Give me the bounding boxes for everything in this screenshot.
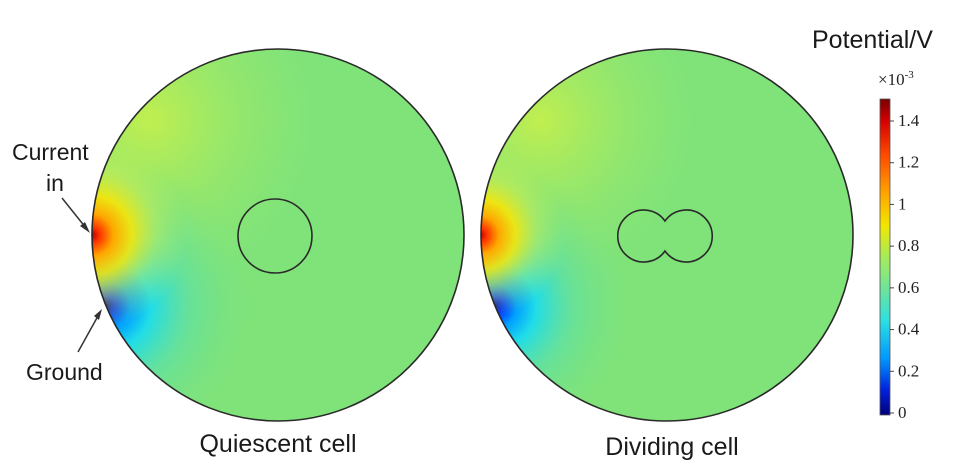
colorbar-tick-label: 0.4 [898,320,920,339]
dividing-cell-outline [617,209,713,263]
current-label-line1: Current [12,139,89,165]
colorbar-tick-label: 0 [898,403,907,422]
panel-caption: Quiescent cell [199,430,356,458]
quiescent-cell-panel: Quiescent cell [91,48,465,458]
colorbar-multiplier: ×10-3 [878,69,914,89]
ground-label: Ground [26,359,103,385]
panel-caption: Dividing cell [605,433,738,461]
colorbar-tick-label: 0.8 [898,236,919,255]
colorbar-tick-label: 0.6 [898,278,919,297]
current-arrow-line [61,197,87,229]
colorbar-tick-label: 0.2 [898,361,919,380]
colorbar-tick-label: 1.2 [898,153,919,172]
colorbar-title: Potential/V [812,26,933,54]
dividing-cell-panel: Dividing cell [480,48,854,461]
colorbar-gradient [879,98,891,416]
ground-annotation: Ground [26,309,103,385]
colorbar-tick-label: 1.4 [898,111,920,130]
colorbar-ticks: 1.4 1.2 1 0.8 0.6 0.4 0.2 0 [890,111,920,422]
colorbar: Potential/V ×10-3 1.4 1.2 1 0.8 0.6 0.4 0.2 0 [812,26,933,422]
ground-arrow-line [77,315,99,353]
current-in-annotation: Current in [12,139,90,233]
current-label-line2: in [46,170,64,196]
colorbar-tick-label: 1 [898,194,907,213]
potential-field-dividing [481,49,853,421]
potential-field-quiescent [92,49,464,421]
arrow-head-icon [94,309,102,320]
domain-boundary [91,48,465,422]
arrow-head-icon [80,222,90,233]
domain-boundary [480,48,854,422]
cell-outline [237,198,313,274]
